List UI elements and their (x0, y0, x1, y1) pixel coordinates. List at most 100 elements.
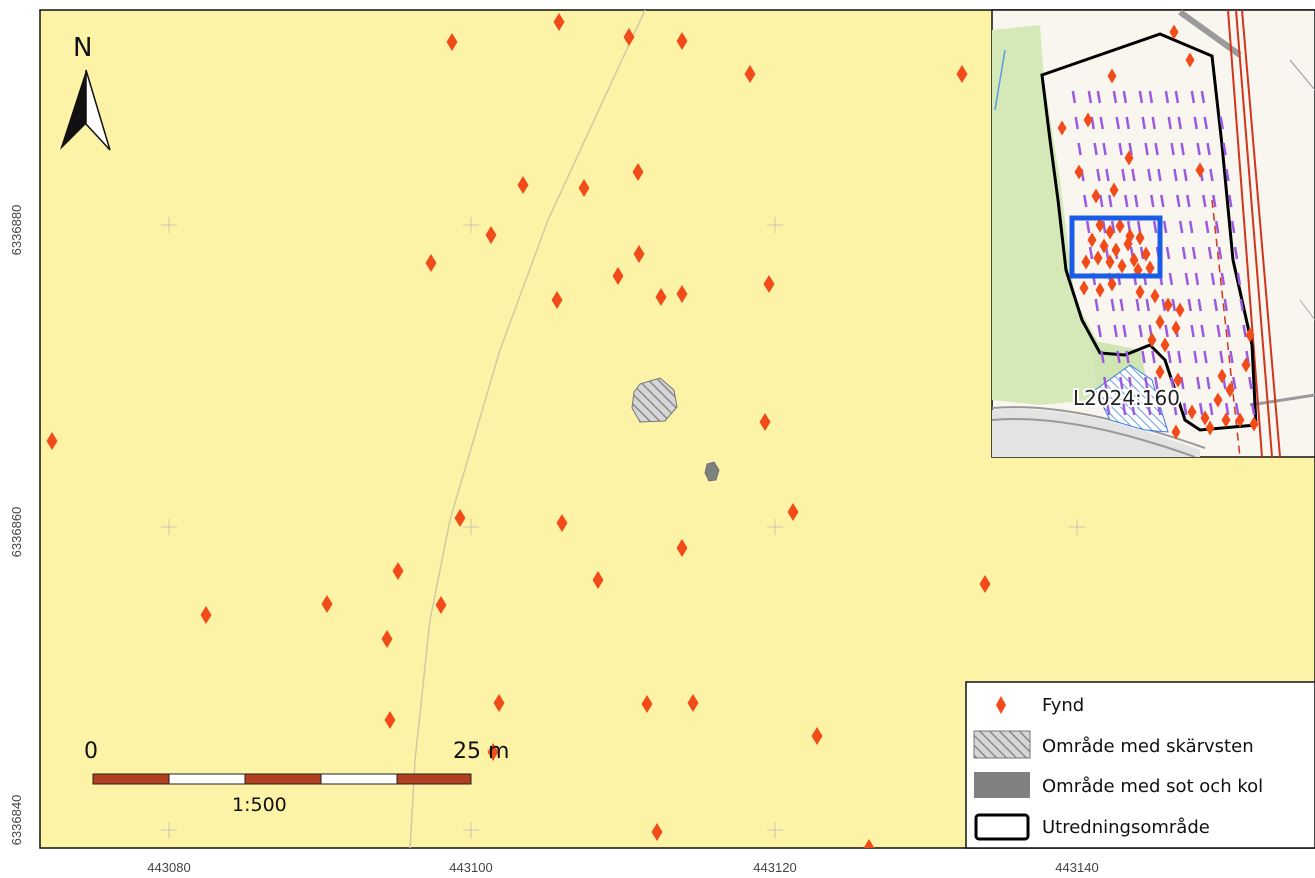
trench-dash (1138, 324, 1143, 338)
inset-find-marker (1195, 162, 1205, 178)
trench-dash (1229, 350, 1234, 364)
inset-find-marker (1079, 280, 1089, 296)
trench-dash (1233, 246, 1239, 260)
trench-dash (1135, 298, 1140, 312)
find-marker (46, 432, 58, 450)
find-marker (687, 694, 699, 712)
find-marker (425, 254, 437, 272)
trench-dash (1164, 324, 1169, 338)
trench-dash (1119, 298, 1124, 312)
legend: Fynd Område med skärvsten Område med sot… (965, 681, 1315, 849)
trench-dash (1103, 376, 1108, 390)
trench-dash (1145, 298, 1150, 312)
legend-symbol-skarvsten (973, 730, 1031, 759)
find-marker (811, 727, 823, 745)
trench-dash (1096, 168, 1101, 182)
find-marker (676, 32, 688, 50)
trench-dash (1105, 168, 1110, 182)
inset-find-marker (1083, 112, 1093, 128)
trench-dash (1214, 220, 1220, 234)
trench-dash (1208, 402, 1214, 416)
trench-dash (1118, 142, 1123, 156)
trench-dash (1194, 272, 1200, 286)
trench-dash (1100, 350, 1105, 364)
trench-dash (1196, 142, 1201, 156)
trench-dash (1074, 116, 1079, 130)
trench-dash (1138, 90, 1144, 104)
trench-dash (1128, 142, 1133, 156)
find-marker (612, 267, 624, 285)
trench-dash (1188, 220, 1194, 234)
trench-dash (1176, 194, 1181, 208)
trench-dash (1200, 324, 1205, 338)
trench-dash (1141, 350, 1146, 364)
inset-trench-dashes (1071, 90, 1256, 416)
trench-dash (1232, 376, 1237, 390)
find-marker (633, 245, 645, 263)
inset-finds-layer (1057, 24, 1259, 440)
trench-dash (1167, 350, 1172, 364)
trench-dash (1202, 194, 1207, 208)
trench-dash (1150, 194, 1155, 208)
path-line (409, 10, 646, 848)
x-tick-label: 443140 (1055, 860, 1098, 875)
trench-dash (1206, 376, 1211, 390)
legend-symbol-boundary (974, 813, 1030, 841)
find-marker (392, 562, 404, 580)
inset-find-marker (1123, 236, 1133, 252)
inset-find-marker (1105, 254, 1115, 270)
grid-cross (463, 217, 479, 233)
grid-cross (161, 822, 177, 838)
trench-dash (1172, 402, 1178, 416)
y-tick-label: 6336880 (9, 205, 24, 256)
trench-dash (1093, 142, 1098, 156)
inset-find-marker (1221, 412, 1231, 428)
trench-dash (1234, 402, 1240, 416)
trench-dash (1125, 350, 1130, 364)
trench-dash (1164, 90, 1170, 104)
grid-cross (767, 822, 783, 838)
inset-find-marker (1099, 238, 1109, 254)
trench-dash (1170, 142, 1175, 156)
trench-dash (1187, 298, 1192, 312)
find-marker (623, 28, 635, 46)
inset-find-marker (1169, 24, 1179, 40)
legend-label-utredningsomrade: Utredningsområde (1042, 817, 1210, 838)
inset-find-marker (1095, 217, 1105, 233)
trench-dash (1236, 272, 1242, 286)
scale-end-label: 25 m (453, 739, 509, 764)
inset-find-marker (1155, 364, 1165, 380)
legend-symbol-sot-kol (974, 772, 1030, 798)
grid-crosses (161, 217, 1085, 838)
scale-ratio-label: 1:500 (232, 794, 287, 816)
trench-dash (1196, 376, 1201, 390)
trench-dash (1113, 324, 1118, 338)
inset-find-marker (1129, 252, 1139, 268)
inset-find-marker (1135, 284, 1145, 300)
grid-cross (161, 519, 177, 535)
trench-dash (1242, 324, 1247, 338)
trench-dash (1210, 272, 1216, 286)
inset-find-marker (1081, 254, 1091, 270)
trench-dash (1144, 376, 1149, 390)
trench-dash (1088, 246, 1094, 260)
trench-dash (1180, 142, 1185, 156)
grid-cross (463, 519, 479, 535)
find-marker (641, 695, 653, 713)
trench-dash (1148, 90, 1154, 104)
trench-dash (1198, 402, 1204, 416)
inset-find-marker (1235, 412, 1245, 428)
trench-dash (1228, 194, 1233, 208)
trench-dash (1151, 116, 1156, 130)
north-label: N (73, 33, 92, 63)
x-tick-label: 443100 (449, 860, 492, 875)
inset-find-marker (1175, 302, 1185, 318)
grid-cross (161, 217, 177, 233)
trench-dash (1193, 116, 1198, 130)
trench-dash (1213, 298, 1218, 312)
find-marker (655, 288, 667, 306)
find-marker (744, 65, 756, 83)
north-arrow: N (60, 33, 111, 151)
trench-dash (1245, 350, 1250, 364)
